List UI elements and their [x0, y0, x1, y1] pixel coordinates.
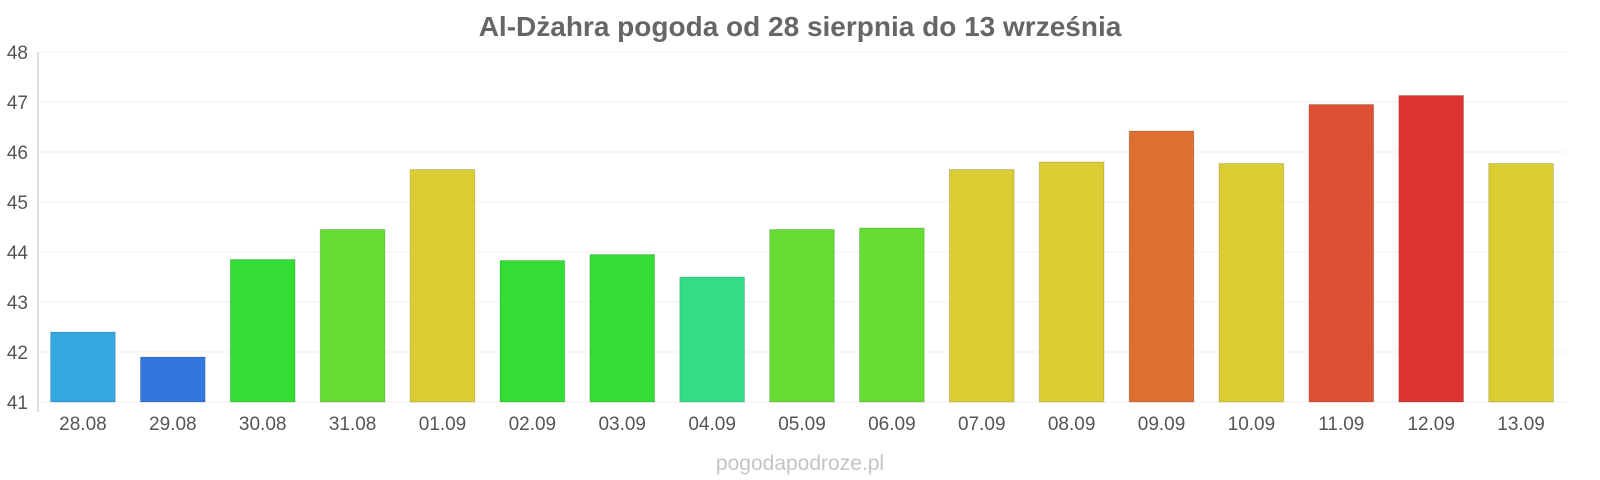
x-tick-label: 28.08 — [59, 414, 107, 435]
y-tick-label: 48 — [7, 43, 28, 64]
x-tick-label: 29.08 — [149, 414, 197, 435]
y-axis-ticks: 41 42 43 44 45 46 47 48 — [7, 43, 29, 414]
bar — [859, 227, 925, 403]
x-tick-label: 11.09 — [1318, 414, 1364, 435]
bar — [139, 356, 206, 403]
x-tick-label: 06.09 — [868, 414, 916, 435]
y-tick-label: 47 — [7, 93, 28, 114]
y-tick-label: 44 — [7, 243, 29, 264]
x-tick-label: 03.09 — [598, 414, 646, 435]
x-axis-ticks: 28.08 29.08 30.08 31.08 01.09 02.09 03.09 04.09… — [59, 414, 1545, 435]
x-tick-label: 10.09 — [1228, 414, 1276, 435]
bar — [1038, 161, 1105, 403]
bar — [1488, 163, 1554, 403]
x-tick-label: 07.09 — [958, 414, 1006, 435]
bar — [769, 229, 835, 403]
x-tick-label: 04.09 — [688, 414, 736, 435]
bars — [50, 95, 1554, 403]
x-tick-label: 09.09 — [1138, 414, 1186, 435]
bar — [319, 229, 386, 403]
x-tick-label: 05.09 — [778, 414, 826, 435]
y-tick-label: 41 — [7, 393, 28, 414]
y-tick-label: 45 — [7, 193, 28, 214]
y-tick-label: 43 — [7, 293, 28, 314]
bar — [499, 260, 566, 403]
bar — [229, 259, 296, 403]
x-tick-label: 13.09 — [1497, 414, 1545, 435]
y-tick-label: 42 — [7, 343, 28, 364]
x-tick-label: 08.09 — [1048, 414, 1096, 435]
chart-title: Al-Dżahra pogoda od 28 sierpnia do 13 wr… — [479, 11, 1122, 42]
bar — [679, 276, 745, 403]
watermark: pogodapodroze.pl — [716, 452, 884, 475]
x-tick-label: 12.09 — [1407, 414, 1455, 435]
bar — [589, 254, 656, 403]
bar — [948, 169, 1015, 403]
x-tick-label: 30.08 — [239, 414, 287, 435]
bar — [1218, 163, 1285, 403]
bar — [409, 169, 476, 403]
bar — [1398, 95, 1465, 403]
x-tick-label: 02.09 — [509, 414, 557, 435]
bar — [1128, 130, 1195, 403]
x-tick-label: 31.08 — [329, 414, 377, 435]
bar — [1308, 104, 1375, 403]
x-tick-label: 01.09 — [419, 414, 467, 435]
bar — [50, 331, 116, 403]
y-tick-label: 46 — [7, 143, 28, 164]
